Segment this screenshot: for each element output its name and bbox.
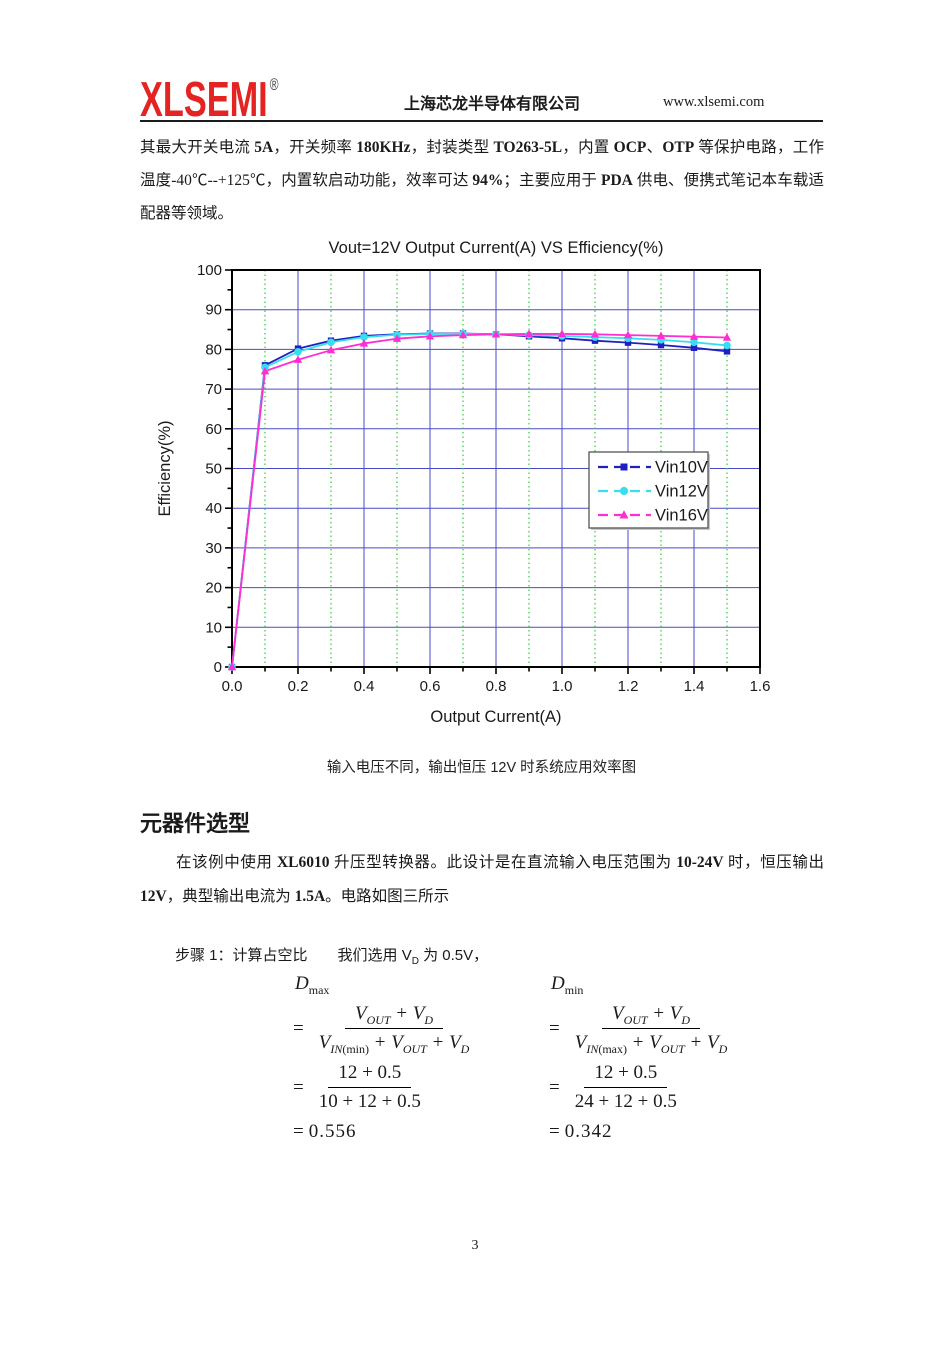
svg-text:0.8: 0.8 <box>486 678 507 695</box>
svg-text:70: 70 <box>205 381 222 398</box>
svg-text:30: 30 <box>205 540 222 557</box>
svg-text:60: 60 <box>205 421 222 438</box>
svg-text:Vin10V: Vin10V <box>655 459 708 477</box>
svg-text:90: 90 <box>205 302 222 319</box>
svg-text:1.2: 1.2 <box>618 678 639 695</box>
svg-text:Output Current(A): Output Current(A) <box>430 708 561 726</box>
svg-text:0.0: 0.0 <box>222 678 243 695</box>
company-name: 上海芯龙半导体有限公司 <box>404 96 581 113</box>
svg-text:0.4: 0.4 <box>354 678 375 695</box>
svg-text:Vout=12V Output Current(A) VS: Vout=12V Output Current(A) VS Efficiency… <box>329 239 664 257</box>
svg-text:20: 20 <box>205 580 222 597</box>
page-number: 3 <box>471 1238 479 1253</box>
vd-variable: VD <box>401 947 419 967</box>
step1-line: 步骤 1：计算占空比 我们选用 VD 为 0.5V， <box>175 944 488 967</box>
header-divider <box>140 120 823 122</box>
svg-text:0.2: 0.2 <box>288 678 309 695</box>
svg-text:10: 10 <box>205 619 222 636</box>
svg-text:0.6: 0.6 <box>420 678 441 695</box>
step1-label: 步骤 1：计算占空比 <box>175 947 308 964</box>
website-link[interactable]: www.xlsemi.com <box>663 94 765 110</box>
chart-caption: 输入电压不同，输出恒压 12V 时系统应用效率图 <box>326 760 637 776</box>
formula-dmax: Dmax = VOUT + VD VIN(min) + VOUT + VD = 12 + … <box>293 973 470 1142</box>
step1-lead: 我们选用 <box>337 947 402 964</box>
svg-text:100: 100 <box>197 262 222 279</box>
svg-text:1.0: 1.0 <box>552 678 573 695</box>
section-heading: 元器件选型 <box>140 811 251 836</box>
svg-text:50: 50 <box>205 461 222 478</box>
svg-text:Vin16V: Vin16V <box>655 507 708 525</box>
step1-tail: 为 0.5V， <box>418 947 489 964</box>
logo-text: XLSEMI <box>140 73 268 127</box>
svg-text:40: 40 <box>205 500 222 517</box>
svg-text:Efficiency(%): Efficiency(%) <box>156 421 174 517</box>
formula-dmin: Dmin = VOUT + VD VIN(max) + VOUT + VD = 12 + … <box>549 973 728 1142</box>
registered-trademark-icon: ® <box>269 75 279 94</box>
svg-text:1.4: 1.4 <box>684 678 705 695</box>
company-logo: XLSEMI ® <box>140 60 279 125</box>
intro-paragraph: 其最大开关电流 5A，开关频率 180KHz，封装类型 TO263-5L，内置 … <box>140 139 824 222</box>
svg-text:80: 80 <box>205 341 222 358</box>
section-paragraph: 在该例中使用 XL6010 升压型转换器。此设计是在直流输入电压范围为 10-2… <box>140 854 824 905</box>
efficiency-chart: Vout=12V Output Current(A) VS Efficiency… <box>156 239 771 726</box>
svg-text:1.6: 1.6 <box>750 678 771 695</box>
svg-text:Vin12V: Vin12V <box>655 483 708 501</box>
svg-text:0: 0 <box>214 659 222 676</box>
